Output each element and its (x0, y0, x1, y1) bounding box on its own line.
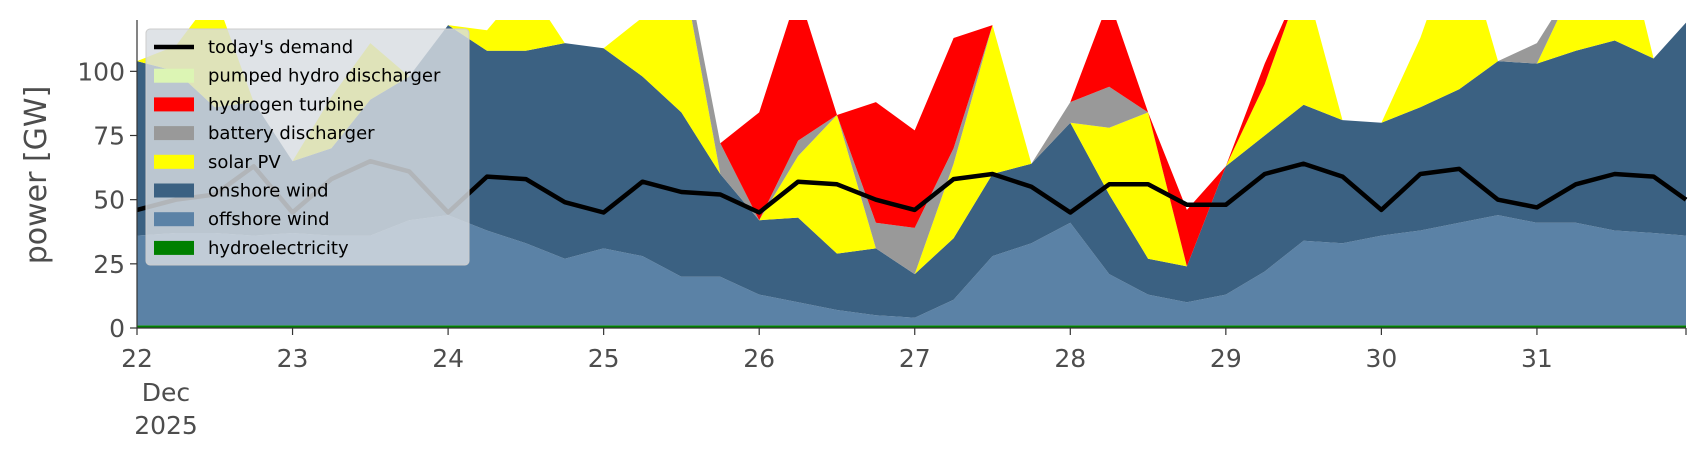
legend-label: hydroelectricity (208, 238, 349, 259)
y-tick-label: 25 (93, 250, 125, 279)
y-tick-label: 100 (77, 57, 125, 86)
y-tick-label: 0 (109, 314, 125, 343)
x-tick-sublabel: 2025 (134, 411, 198, 440)
legend-swatch (154, 68, 194, 83)
area-hydroelectricity (137, 325, 1686, 328)
x-tick-label: 23 (277, 344, 309, 373)
y-axis-label: power [GW] (19, 86, 54, 265)
area-offshore-wind (137, 215, 1686, 326)
legend-swatch (154, 126, 194, 141)
area-onshore-wind (137, 22, 1686, 318)
legend-label: onshore wind (208, 181, 329, 202)
legend-swatch (154, 97, 194, 112)
legend-swatch (154, 212, 194, 227)
x-tick-sublabel: Dec (142, 378, 190, 407)
legend-label: pumped hydro discharger (208, 66, 441, 87)
x-tick-label: 28 (1054, 344, 1086, 373)
legend-swatch (154, 183, 194, 198)
y-tick-label: 75 (93, 122, 125, 151)
x-tick-label: 25 (588, 344, 620, 373)
y-tick-label: 50 (93, 186, 125, 215)
x-tick-label: 31 (1521, 344, 1553, 373)
legend-label: hydrogen turbine (208, 94, 364, 115)
axes: 0 25 50 75 100 22 Dec 2025 23 24 25 26 27 28 29 30 31 (77, 20, 1687, 440)
legend-swatch (154, 154, 194, 169)
x-tick-label: 29 (1210, 344, 1242, 373)
x-tick-label: 27 (899, 344, 931, 373)
x-tick-label: 22 (121, 344, 153, 373)
legend-label: battery discharger (208, 123, 375, 144)
area-hydrogen-turbine (137, 20, 1686, 267)
legend-swatch (154, 240, 194, 255)
area-solar-PV (137, 20, 1686, 275)
legend-label: offshore wind (208, 209, 330, 230)
x-tick-label: 24 (432, 344, 464, 373)
x-tick-label: 26 (743, 344, 775, 373)
legend: today's demand pumped hydro discharger hyd… (145, 28, 470, 266)
x-tick-label: 30 (1365, 344, 1397, 373)
stacked-areas (137, 20, 1686, 328)
legend-label: solar PV (208, 152, 281, 173)
legend-label: today's demand (208, 37, 353, 58)
legend-box (145, 28, 470, 266)
